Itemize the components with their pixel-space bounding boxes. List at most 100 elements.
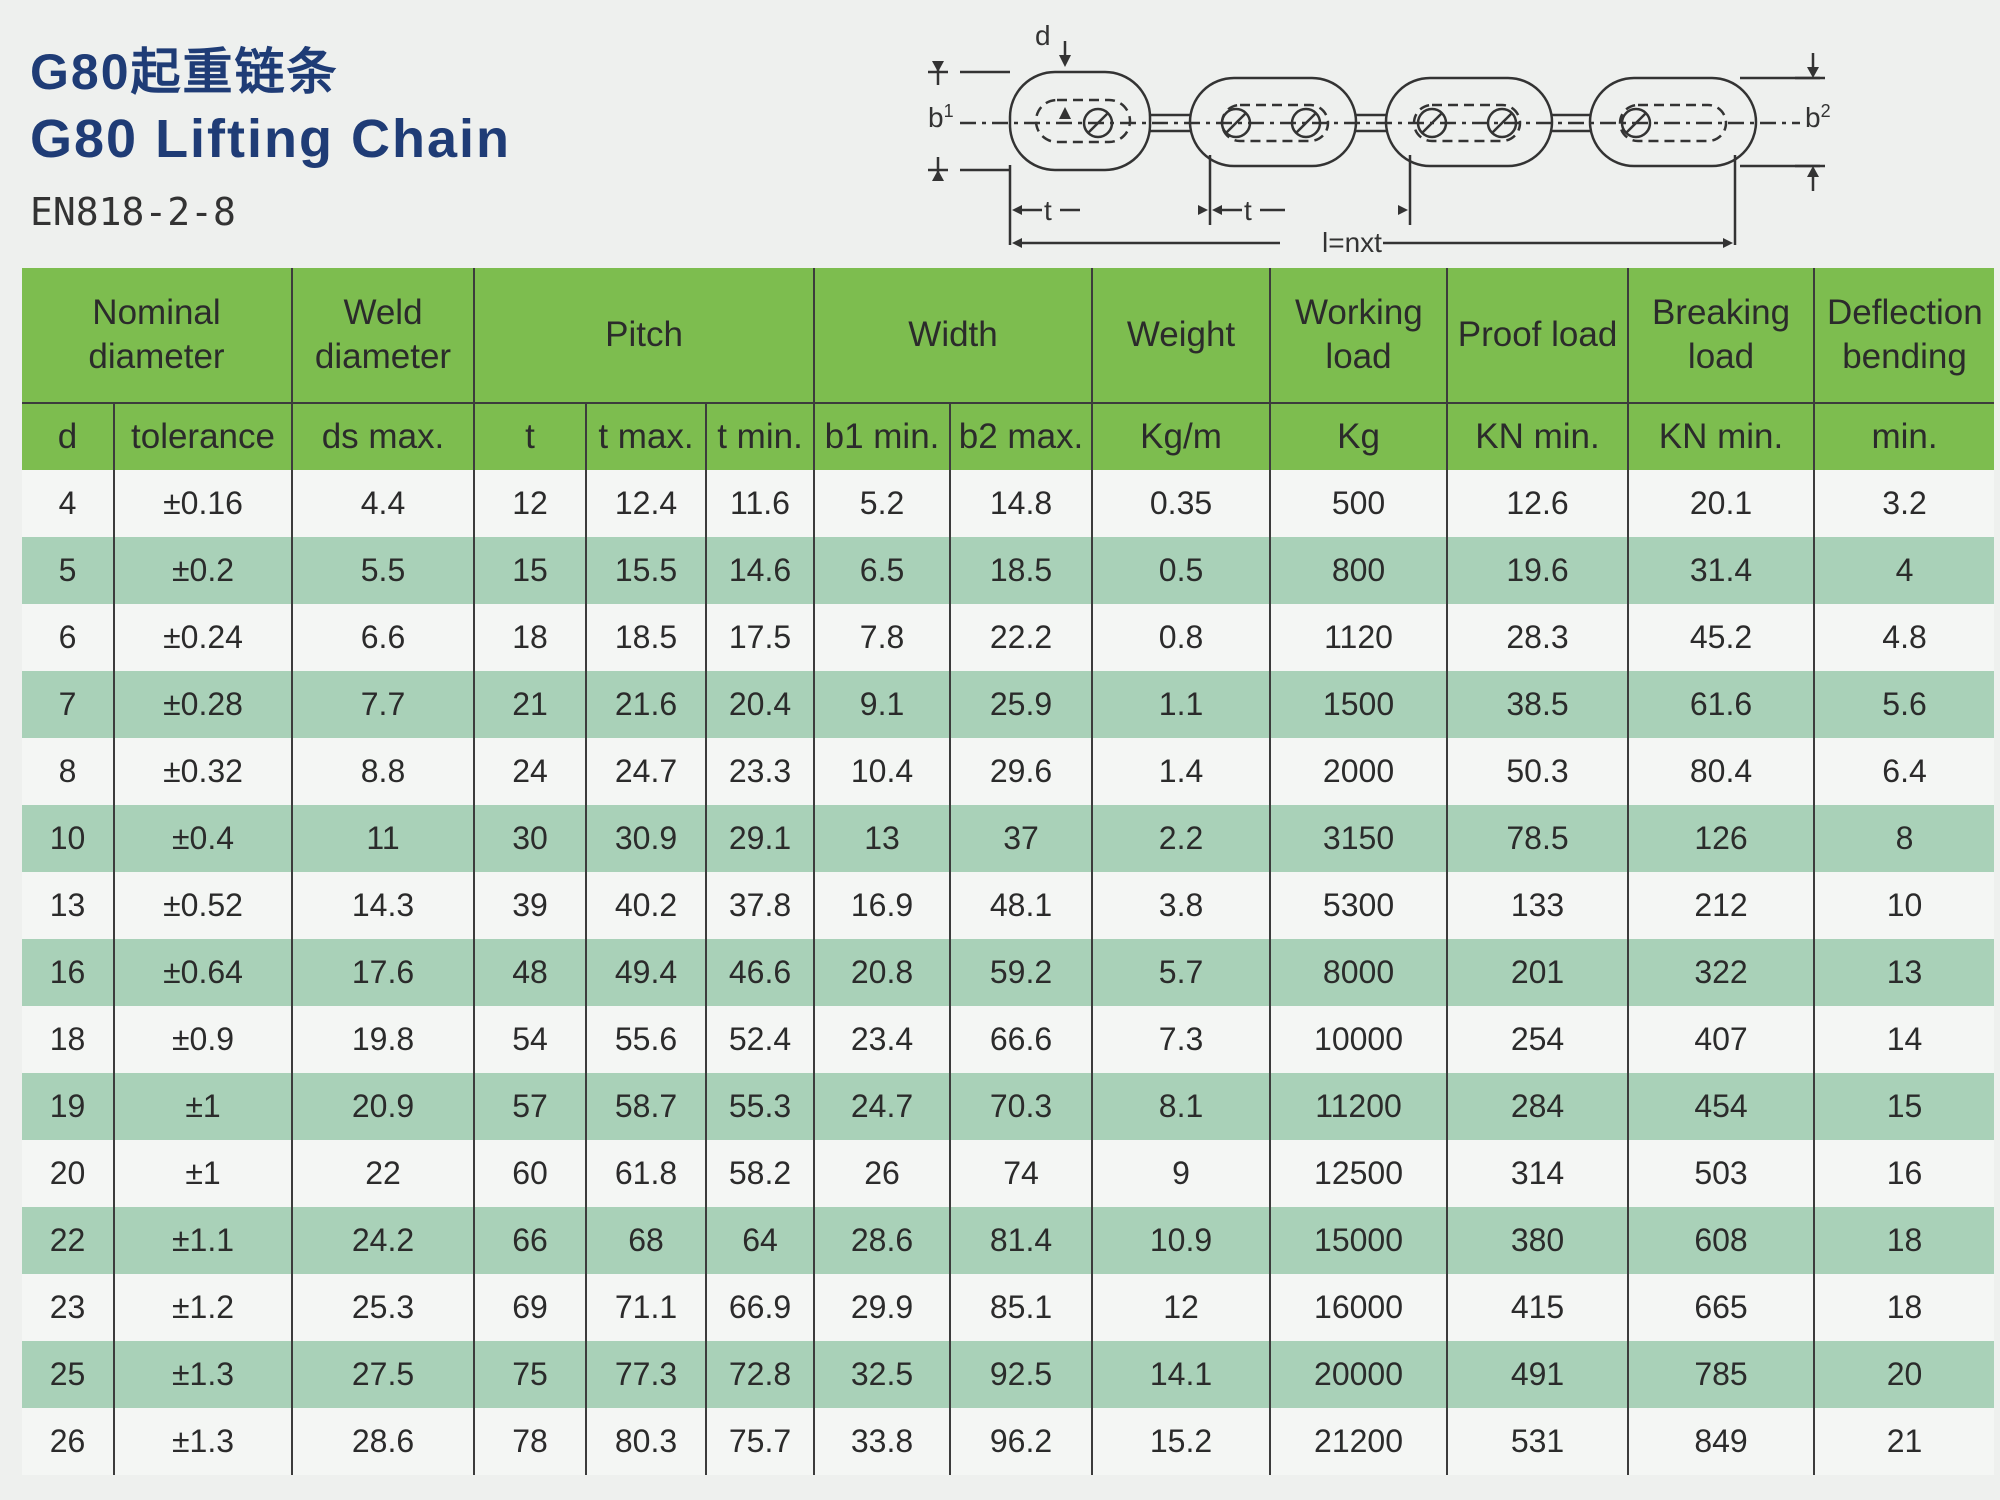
cell-b2-max: 85.1 xyxy=(949,1274,1093,1341)
subheader-t-min: t min. xyxy=(704,403,815,470)
cell-t-max: 49.4 xyxy=(585,939,706,1006)
cell-t-min: 20.4 xyxy=(704,671,815,738)
cell-ds-max: 4.4 xyxy=(291,470,474,537)
cell-b2-max: 22.2 xyxy=(949,604,1093,671)
cell-weight: 0.35 xyxy=(1091,470,1271,537)
spec-table: Nominal diameter Weld diameter Pitch Wid… xyxy=(22,268,1995,1475)
cell-breaking-load: 608 xyxy=(1627,1207,1815,1274)
cell-d: 13 xyxy=(22,872,114,939)
cell-working-load: 500 xyxy=(1269,470,1448,537)
table-row: 8 ±0.32 8.8 24 24.7 23.3 10.4 29.6 1.4 2000 50.3 80… xyxy=(22,738,1995,805)
cell-t: 57 xyxy=(473,1073,586,1140)
cell-b2-max: 96.2 xyxy=(949,1408,1093,1475)
cell-tolerance: ±1.2 xyxy=(113,1274,292,1341)
cell-d: 4 xyxy=(22,470,114,537)
cell-b2-max: 81.4 xyxy=(949,1207,1093,1274)
cell-b1-min: 13 xyxy=(813,805,951,872)
cell-t-min: 14.6 xyxy=(704,537,815,604)
cell-working-load: 15000 xyxy=(1269,1207,1448,1274)
cell-t-max: 58.7 xyxy=(585,1073,706,1140)
subheader-t: t xyxy=(473,403,586,470)
cell-t: 48 xyxy=(473,939,586,1006)
cell-d: 26 xyxy=(22,1408,114,1475)
cell-proof-load: 531 xyxy=(1446,1408,1629,1475)
cell-t-max: 21.6 xyxy=(585,671,706,738)
cell-d: 20 xyxy=(22,1140,114,1207)
cell-ds-max: 20.9 xyxy=(291,1073,474,1140)
cell-b2-max: 14.8 xyxy=(949,470,1093,537)
cell-t: 15 xyxy=(473,537,586,604)
cell-t: 18 xyxy=(473,604,586,671)
cell-ds-max: 22 xyxy=(291,1140,474,1207)
cell-proof-load: 380 xyxy=(1446,1207,1629,1274)
cell-b2-max: 48.1 xyxy=(949,872,1093,939)
cell-working-load: 11200 xyxy=(1269,1073,1448,1140)
table-row: 20 ±1 22 60 61.8 58.2 26 74 9 12500 314 503 16 xyxy=(22,1140,1995,1207)
cell-t-min: 29.1 xyxy=(704,805,815,872)
cell-proof-load: 284 xyxy=(1446,1073,1629,1140)
cell-working-load: 16000 xyxy=(1269,1274,1448,1341)
cell-breaking-load: 126 xyxy=(1627,805,1815,872)
cell-tolerance: ±0.52 xyxy=(113,872,292,939)
cell-ds-max: 7.7 xyxy=(291,671,474,738)
subheader-weight-unit: Kg/m xyxy=(1091,403,1271,470)
header-weld-diameter: Weld diameter xyxy=(291,268,474,404)
table-row: 13 ±0.52 14.3 39 40.2 37.8 16.9 48.1 3.8 5300 133 2… xyxy=(22,872,1995,939)
label-t-first: t xyxy=(1044,195,1052,226)
cell-t-min: 55.3 xyxy=(704,1073,815,1140)
cell-d: 8 xyxy=(22,738,114,805)
subheader-t-max: t max. xyxy=(585,403,706,470)
cell-t: 24 xyxy=(473,738,586,805)
cell-tolerance: ±1 xyxy=(113,1140,292,1207)
cell-d: 23 xyxy=(22,1274,114,1341)
cell-b2-max: 92.5 xyxy=(949,1341,1093,1408)
header-weight: Weight xyxy=(1091,268,1271,404)
standard-code: EN818-2-8 xyxy=(30,190,236,234)
cell-working-load: 3150 xyxy=(1269,805,1448,872)
cell-t-max: 80.3 xyxy=(585,1408,706,1475)
table-row: 22 ±1.1 24.2 66 68 64 28.6 81.4 10.9 15000 380 608 1… xyxy=(22,1207,1995,1274)
table-row: 18 ±0.9 19.8 54 55.6 52.4 23.4 66.6 7.3 10000 254 4… xyxy=(22,1006,1995,1073)
cell-tolerance: ±0.16 xyxy=(113,470,292,537)
group-header-row: Nominal diameter Weld diameter Pitch Wid… xyxy=(22,268,1995,404)
cell-deflection-bending: 3.2 xyxy=(1813,470,1995,537)
table-row: 7 ±0.28 7.7 21 21.6 20.4 9.1 25.9 1.1 1500 38.5 61.… xyxy=(22,671,1995,738)
cell-t: 39 xyxy=(473,872,586,939)
table-row: 4 ±0.16 4.4 12 12.4 11.6 5.2 14.8 0.35 500 12.6 20.… xyxy=(22,470,1995,537)
header-pitch: Pitch xyxy=(472,268,815,404)
label-b2: b2 xyxy=(1805,101,1831,133)
cell-d: 18 xyxy=(22,1006,114,1073)
cell-d: 7 xyxy=(22,671,114,738)
cell-breaking-load: 454 xyxy=(1627,1073,1815,1140)
cell-deflection-bending: 14 xyxy=(1813,1006,1995,1073)
cell-tolerance: ±0.64 xyxy=(113,939,292,1006)
subheader-deflection-unit: min. xyxy=(1813,403,1995,470)
table-row: 16 ±0.64 17.6 48 49.4 46.6 20.8 59.2 5.7 8000 201 3… xyxy=(22,939,1995,1006)
cell-weight: 5.7 xyxy=(1091,939,1271,1006)
cell-working-load: 8000 xyxy=(1269,939,1448,1006)
cell-b2-max: 37 xyxy=(949,805,1093,872)
cell-d: 16 xyxy=(22,939,114,1006)
table-row: 25 ±1.3 27.5 75 77.3 72.8 32.5 92.5 14.1 20000 491… xyxy=(22,1341,1995,1408)
cell-b2-max: 66.6 xyxy=(949,1006,1093,1073)
subheader-d: d xyxy=(22,403,114,470)
cell-breaking-load: 45.2 xyxy=(1627,604,1815,671)
cell-ds-max: 5.5 xyxy=(291,537,474,604)
label-length: l=nxt xyxy=(1322,227,1382,255)
cell-b1-min: 9.1 xyxy=(813,671,951,738)
cell-working-load: 10000 xyxy=(1269,1006,1448,1073)
cell-deflection-bending: 18 xyxy=(1813,1274,1995,1341)
header-working-load: Working load xyxy=(1269,268,1448,404)
cell-weight: 2.2 xyxy=(1091,805,1271,872)
table-row: 6 ±0.24 6.6 18 18.5 17.5 7.8 22.2 0.8 1120 28.3 45.… xyxy=(22,604,1995,671)
cell-breaking-load: 785 xyxy=(1627,1341,1815,1408)
cell-breaking-load: 665 xyxy=(1627,1274,1815,1341)
cell-t-min: 66.9 xyxy=(704,1274,815,1341)
label-b1: b1 xyxy=(928,101,954,133)
cell-t: 54 xyxy=(473,1006,586,1073)
cell-working-load: 1500 xyxy=(1269,671,1448,738)
cell-t-max: 40.2 xyxy=(585,872,706,939)
cell-weight: 12 xyxy=(1091,1274,1271,1341)
cell-t-max: 12.4 xyxy=(585,470,706,537)
subheader-tolerance: tolerance xyxy=(113,403,292,470)
